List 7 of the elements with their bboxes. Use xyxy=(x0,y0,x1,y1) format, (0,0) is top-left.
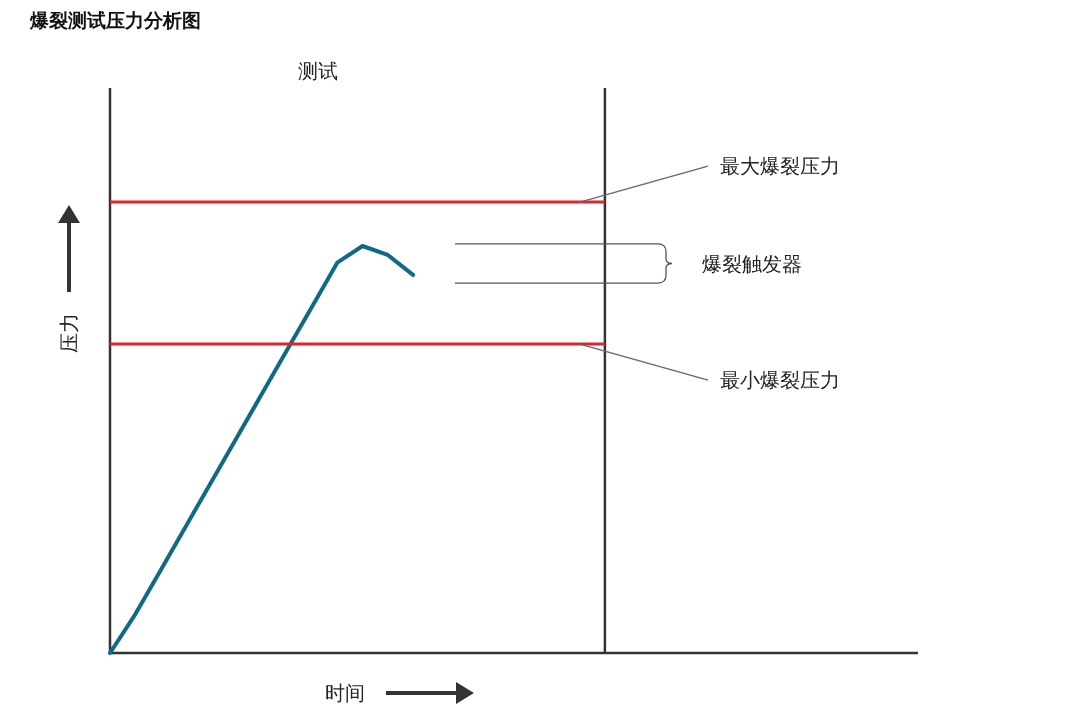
chart-title: 爆裂测试压力分析图 xyxy=(29,9,201,31)
y-axis-title: 压力 xyxy=(57,313,81,353)
x-axis-title: 时间 xyxy=(325,681,365,705)
ref-line-label: 最小爆裂压力 xyxy=(720,368,840,393)
annotation: 爆裂触发器 xyxy=(702,251,802,276)
text: 测试 xyxy=(298,59,338,83)
ref-line-label: 最大爆裂压力 xyxy=(720,154,840,179)
